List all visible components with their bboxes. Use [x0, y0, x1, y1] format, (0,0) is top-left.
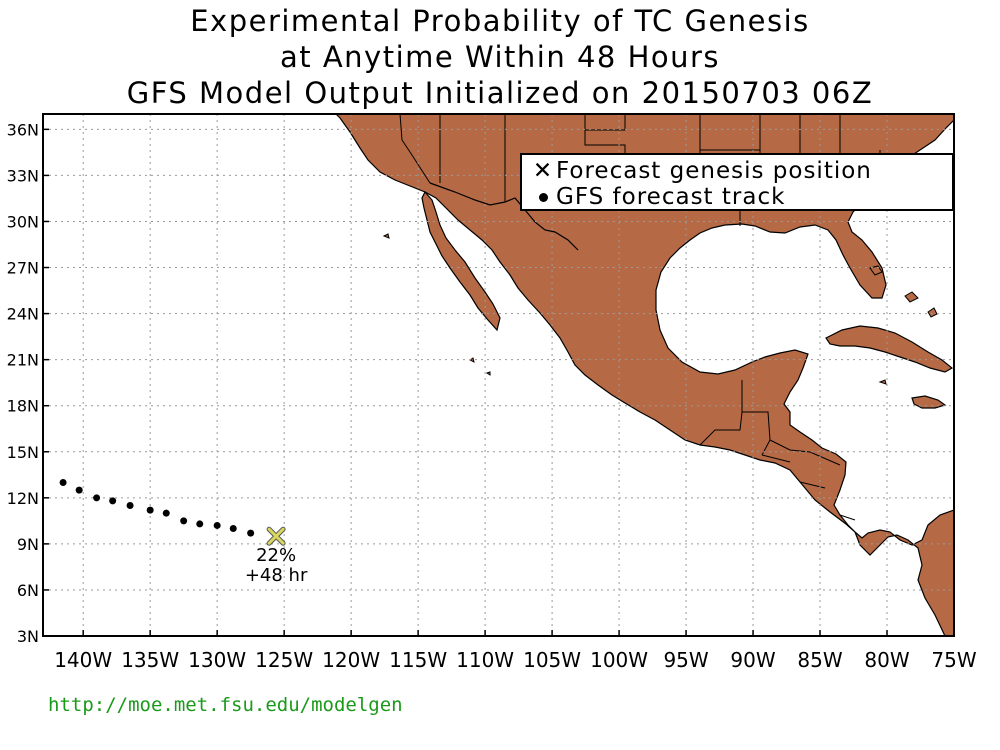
x-tick-label: 100W: [590, 648, 648, 672]
y-tick-label: 18N: [7, 397, 39, 416]
x-tick-label: 120W: [322, 648, 380, 672]
track-point: [196, 520, 204, 528]
land-hispaniola: [911, 395, 947, 409]
legend: ✕ Forecast genesis position GFS forecast …: [520, 153, 954, 211]
land-baja-california: [421, 190, 501, 332]
legend-row-track: GFS forecast track: [530, 184, 785, 210]
track-point: [59, 478, 67, 486]
y-tick-label: 24N: [7, 305, 39, 324]
track-point: [180, 517, 188, 525]
x-tick-label: 85W: [797, 648, 842, 672]
track-point: [229, 525, 237, 533]
y-tick-label: 30N: [7, 212, 39, 231]
x-tick-label: 80W: [864, 648, 909, 672]
tick-layer: 140W 135W 130W 125W 120W 115W 110W 105W 100W 95W 9…: [7, 120, 977, 672]
track-point: [126, 502, 134, 509]
y-tick-label: 12N: [7, 489, 39, 508]
x-tick-label: 140W: [54, 648, 112, 672]
legend-row-genesis: ✕ Forecast genesis position: [530, 158, 872, 184]
x-tick-label: 135W: [121, 648, 179, 672]
legend-x-icon: ✕: [532, 158, 554, 184]
land-mainland: [335, 114, 954, 636]
forecast-track: [59, 478, 255, 537]
y-tick-label: 3N: [17, 627, 39, 646]
title-line-1: Experimental Probability of TC Genesis: [190, 4, 810, 38]
y-tick-label: 27N: [7, 259, 39, 278]
x-tick-label: 105W: [523, 648, 581, 672]
genesis-probability-label: 22%: [256, 545, 296, 566]
track-point: [75, 486, 83, 494]
source-url: http://moe.met.fsu.edu/modelgen: [48, 694, 403, 716]
legend-track-label: GFS forecast track: [556, 184, 786, 210]
plot-frame: [42, 113, 955, 637]
track-point: [93, 494, 101, 502]
track-point: [162, 509, 170, 517]
track-point: [213, 521, 221, 529]
genesis-time-label: +48 hr: [245, 565, 308, 586]
x-tick-label: 110W: [456, 648, 514, 672]
legend-dot-icon: [530, 184, 556, 210]
genesis-x-icon: [267, 527, 285, 545]
land-cuba: [825, 325, 954, 373]
x-tick-label: 125W: [255, 648, 313, 672]
x-tick-label: 75W: [931, 648, 976, 672]
track-point: [109, 497, 117, 505]
y-tick-label: 6N: [17, 581, 39, 600]
title-line-2: at Anytime Within 48 Hours: [279, 40, 721, 74]
x-tick-label: 90W: [730, 648, 775, 672]
x-tick-label: 130W: [188, 648, 246, 672]
x-tick-label: 95W: [663, 648, 708, 672]
y-tick-label: 36N: [7, 120, 39, 139]
y-tick-label: 21N: [7, 351, 39, 370]
legend-genesis-label: Forecast genesis position: [556, 158, 872, 184]
x-tick-label: 115W: [389, 648, 447, 672]
y-tick-label: 15N: [7, 443, 39, 462]
track-point: [146, 506, 154, 514]
genesis-marker-group: 22%+48 hr: [245, 526, 308, 586]
y-tick-label: 33N: [7, 166, 39, 185]
land-florida-tip: [869, 265, 883, 276]
land-layer: [335, 114, 954, 636]
track-point: [247, 529, 255, 537]
land-islands: [382, 233, 887, 385]
y-tick-label: 9N: [17, 535, 39, 554]
title-line-3: GFS Model Output Initialized on 20150703…: [126, 76, 874, 110]
